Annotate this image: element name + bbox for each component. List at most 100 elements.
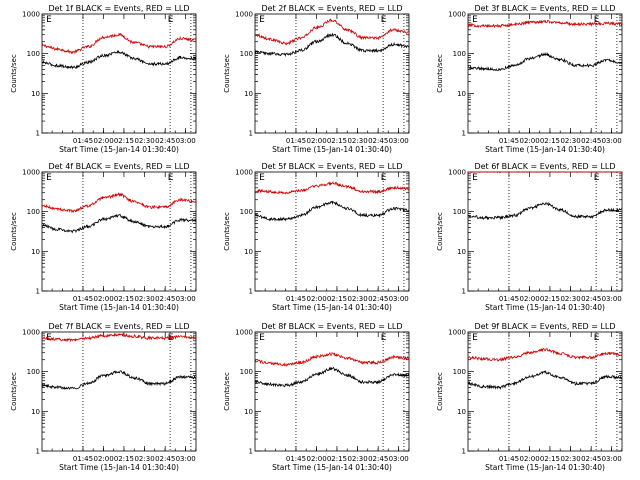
y-tick-label: 100	[240, 368, 253, 376]
x-tick-label: 02:00	[520, 455, 540, 463]
y-axis-label: Counts/sec	[436, 372, 444, 411]
series-lld-red	[254, 351, 410, 367]
panel-title: Det 8f BLACK = Events, RED = LLD	[261, 322, 402, 331]
x-tick-label: 02:15	[327, 455, 347, 463]
x-tick-label: 01:45	[73, 295, 93, 303]
panel-title: Det 5f BLACK = Events, RED = LLD	[261, 162, 402, 171]
y-tick-label: 1	[249, 130, 253, 138]
panel-title: Det 9f BLACK = Events, RED = LLD	[474, 322, 615, 331]
x-tick-label: 01:45	[286, 137, 306, 145]
x-tick-label: 02:30	[134, 295, 154, 303]
x-tick-label: 02:30	[347, 137, 367, 145]
event-marker-label: E	[594, 333, 600, 343]
event-marker-label: E	[472, 333, 478, 343]
series-lld-red	[468, 171, 622, 174]
x-tick-label: 01:45	[499, 137, 519, 145]
plot-frame	[254, 13, 410, 134]
series-lld-red	[41, 332, 197, 343]
x-tick-label: 02:00	[307, 295, 327, 303]
x-tick-label: 02:00	[520, 295, 540, 303]
panel-det-7: Det 7f BLACK = Events, RED = LLD 1 10 100 10…	[10, 322, 197, 472]
y-axis-label: Counts/sec	[436, 54, 444, 93]
event-marker-label: E	[46, 15, 52, 25]
x-tick-label: 01:45	[73, 137, 93, 145]
x-tick-label: 02:30	[134, 137, 154, 145]
y-tick-label: 10	[457, 408, 466, 416]
x-tick-label: 02:45	[155, 295, 175, 303]
y-tick-label: 100	[27, 208, 40, 216]
series-events-black	[41, 213, 197, 234]
event-marker-label: E	[381, 333, 387, 343]
plot-frame	[467, 13, 623, 134]
y-axis-label: Counts/sec	[10, 54, 18, 93]
x-tick-label: 01:45	[73, 455, 93, 463]
x-axis-label: Start Time (15-Jan-14 01:30:40)	[59, 463, 179, 472]
x-tick-label: 02:45	[581, 137, 601, 145]
x-axis-label: Start Time (15-Jan-14 01:30:40)	[59, 145, 179, 154]
x-tick-label: 02:00	[520, 137, 540, 145]
x-tick-label: 02:45	[368, 295, 388, 303]
series-events-black	[467, 51, 623, 72]
x-tick-label: 02:45	[155, 137, 175, 145]
y-tick-label: 1	[36, 448, 40, 456]
x-tick-label: 02:15	[114, 295, 134, 303]
x-tick-label: 03:00	[602, 137, 622, 145]
panel-title: Det 3f BLACK = Events, RED = LLD	[474, 4, 615, 13]
panel-det-4: Det 4f BLACK = Events, RED = LLD 1 10 100 10…	[10, 162, 197, 312]
y-tick-label: 1000	[235, 329, 253, 337]
y-tick-label: 10	[31, 248, 40, 256]
y-axis-label: Counts/sec	[10, 372, 18, 411]
event-marker-label: E	[381, 15, 387, 25]
event-marker-label: E	[594, 15, 600, 25]
x-tick-label: 02:00	[307, 137, 327, 145]
x-tick-label: 02:30	[134, 455, 154, 463]
x-tick-label: 03:00	[176, 137, 196, 145]
panel-title: Det 4f BLACK = Events, RED = LLD	[48, 162, 189, 171]
series-lld-red	[254, 180, 410, 195]
panel-det-3: Det 3f BLACK = Events, RED = LLD 1 10 100 10…	[436, 4, 623, 154]
event-marker-label: E	[168, 173, 174, 183]
y-tick-label: 10	[244, 408, 253, 416]
y-tick-label: 10	[244, 248, 253, 256]
x-tick-label: 03:00	[602, 455, 622, 463]
y-tick-label: 1	[36, 288, 40, 296]
y-tick-label: 1	[462, 448, 466, 456]
x-tick-label: 03:00	[389, 455, 409, 463]
y-tick-label: 100	[240, 208, 253, 216]
series-events-black	[254, 200, 410, 222]
y-tick-label: 1000	[448, 329, 466, 337]
event-marker-label: E	[381, 173, 387, 183]
event-marker-label: E	[472, 173, 478, 183]
series-lld-red	[254, 18, 409, 46]
panel-det-1: Det 1f BLACK = Events, RED = LLD 1 10 100 10…	[10, 4, 197, 154]
plot-frame	[467, 171, 623, 292]
y-tick-label: 1000	[448, 11, 466, 19]
series-events-black	[467, 370, 622, 390]
x-tick-label: 02:30	[560, 295, 580, 303]
x-tick-label: 02:15	[540, 295, 560, 303]
x-tick-label: 02:00	[94, 137, 114, 145]
plot-frame	[41, 13, 197, 134]
panel-det-6: Det 6f BLACK = Events, RED = LLD 1 10 100 10…	[436, 162, 623, 312]
y-tick-label: 10	[31, 90, 40, 98]
x-tick-label: 03:00	[389, 137, 409, 145]
x-axis-label: Start Time (15-Jan-14 01:30:40)	[485, 463, 605, 472]
plot-frame	[254, 331, 410, 452]
plot-frame	[41, 171, 197, 292]
x-tick-label: 02:45	[581, 295, 601, 303]
x-axis-label: Start Time (15-Jan-14 01:30:40)	[272, 145, 392, 154]
y-tick-label: 1	[249, 288, 253, 296]
x-tick-label: 03:00	[176, 295, 196, 303]
x-tick-label: 02:00	[94, 295, 114, 303]
x-tick-label: 02:30	[347, 295, 367, 303]
y-axis-label: Counts/sec	[223, 372, 231, 411]
y-tick-label: 100	[453, 368, 466, 376]
x-tick-label: 02:15	[114, 455, 134, 463]
x-tick-label: 03:00	[176, 455, 196, 463]
x-tick-label: 02:15	[114, 137, 134, 145]
event-marker-label: E	[259, 15, 265, 25]
y-tick-label: 10	[457, 248, 466, 256]
x-tick-label: 01:45	[286, 295, 306, 303]
y-tick-label: 10	[244, 90, 253, 98]
